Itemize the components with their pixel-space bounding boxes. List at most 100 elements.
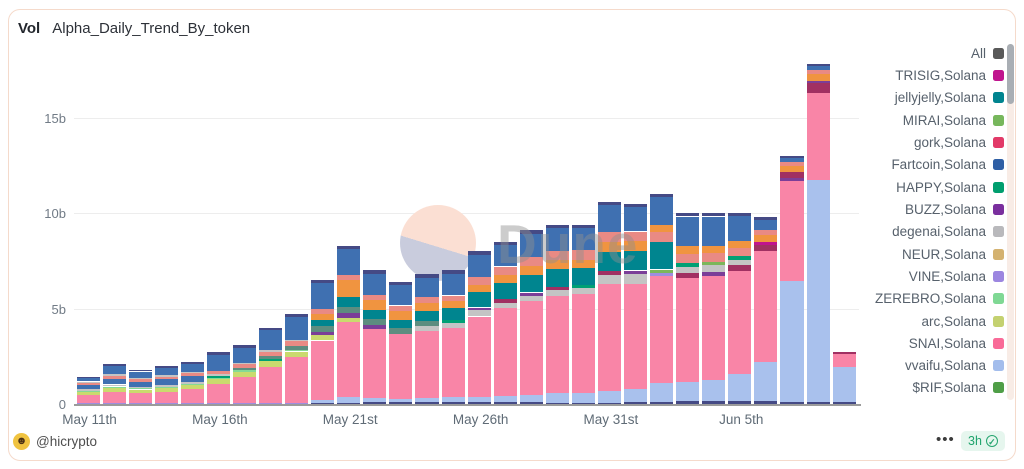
legend-item-arc[interactable]: arc,Solana — [804, 310, 1004, 332]
bar-segment-navy — [650, 402, 674, 404]
bar-segment-navy — [311, 280, 335, 284]
legend-item-fartcoin[interactable]: Fartcoin,Solana — [804, 154, 1004, 176]
legend-item-zerebro[interactable]: ZEREBRO,Solana — [804, 288, 1004, 310]
bar-segment-gray — [154, 385, 178, 387]
bar-segment-snai — [806, 93, 830, 181]
bar-may-16[interactable] — [206, 352, 230, 404]
bar-jun-3[interactable] — [676, 213, 700, 404]
bar-segment-snai — [702, 276, 726, 381]
legend-item-jellyjelly[interactable]: jellyjelly,Solana — [804, 87, 1004, 109]
legend-item-neur[interactable]: NEUR,Solana — [804, 243, 1004, 265]
bar-segment-vvaifu — [624, 389, 648, 403]
bar-segment-navy — [650, 193, 674, 198]
legend-item-vine[interactable]: VINE,Solana — [804, 265, 1004, 287]
bar-segment-arc — [102, 387, 126, 392]
bar-segment-maroon — [806, 83, 830, 94]
bar-may-14[interactable] — [154, 365, 178, 404]
bar-may-13[interactable] — [128, 369, 152, 404]
updated-badge[interactable]: 3h ✓ — [961, 431, 1005, 451]
bar-may-15[interactable] — [180, 362, 204, 404]
legend-item-all[interactable]: All — [804, 42, 1004, 64]
bar-segment-salmon — [76, 382, 100, 385]
bar-segment-snai — [467, 316, 491, 397]
bar-segment-vvaifu — [441, 396, 465, 403]
legend-label: BUZZ,Solana — [904, 201, 986, 217]
bar-may-28[interactable] — [519, 230, 543, 404]
bar-may-18[interactable] — [259, 327, 283, 404]
legend-label: NEUR,Solana — [901, 246, 986, 262]
bar-segment-vine — [128, 403, 152, 404]
bar-segment-buzz — [702, 271, 726, 276]
bar-jun-7[interactable] — [780, 155, 804, 404]
bar-may-21[interactable] — [337, 245, 361, 404]
bar-may-27[interactable] — [493, 241, 517, 404]
bar-segment-salmon — [285, 341, 309, 347]
bar-segment-fartcoin — [702, 216, 726, 246]
avatar: ☻ — [13, 433, 30, 450]
legend-label: Fartcoin,Solana — [891, 157, 986, 173]
bar-may-22[interactable] — [363, 270, 387, 404]
legend-item-vvaifu[interactable]: vvaifu,Solana — [804, 355, 1004, 377]
dune-watermark-text: Dune — [497, 213, 639, 275]
bar-segment-navy — [545, 224, 569, 228]
bar-may-23[interactable] — [389, 281, 413, 404]
bar-segment-jellyjelly — [311, 319, 335, 327]
bar-segment-orange — [337, 280, 361, 298]
bar-segment-fartcoin — [441, 273, 465, 296]
bar-may-31[interactable] — [597, 201, 622, 404]
bar-segment-jellyjelly — [545, 268, 569, 287]
bar-may-25[interactable] — [441, 270, 465, 404]
bar-jun-4[interactable] — [702, 213, 726, 404]
bar-jun-5[interactable] — [728, 213, 752, 404]
legend-label: All — [970, 45, 986, 61]
bar-segment-salmon — [232, 364, 257, 369]
bar-segment-fartcoin — [180, 376, 204, 382]
bar-may-24[interactable] — [415, 274, 439, 404]
bar-segment-snai — [311, 340, 335, 400]
legend-item-degenai[interactable]: degenai,Solana — [804, 221, 1004, 243]
bar-may-26[interactable] — [467, 251, 491, 404]
bar-segment-gray — [415, 326, 439, 331]
bar-segment-snai — [389, 333, 413, 399]
bar-segment-salmon — [467, 277, 491, 285]
bar-may-17[interactable] — [232, 344, 257, 404]
legend-label: gork,Solana — [913, 134, 986, 150]
bar-segment-jellyjelly — [519, 275, 543, 293]
bar-segment-vvaifu — [493, 395, 517, 403]
legend-item-buzz[interactable]: BUZZ,Solana — [804, 198, 1004, 220]
legend-swatch — [993, 382, 1004, 394]
legend-label: SNAI,Solana — [908, 335, 986, 351]
legend-scrollbar-thumb[interactable] — [1007, 44, 1014, 104]
bar-segment-gray — [206, 374, 230, 377]
legend-item-gork[interactable]: gork,Solana — [804, 131, 1004, 153]
bar-segment-orange — [311, 314, 335, 320]
bar-jun-9[interactable] — [832, 352, 856, 404]
bar-segment-vine — [232, 402, 257, 404]
legend-scrollbar[interactable] — [1007, 44, 1014, 400]
bar-may-11[interactable] — [76, 377, 100, 404]
bar-segment-salmon — [519, 256, 543, 267]
bar-jun-8[interactable] — [806, 64, 830, 404]
bar-segment-navy — [259, 327, 283, 331]
legend-swatch — [993, 337, 1004, 349]
bar-may-12[interactable] — [102, 363, 126, 404]
bar-may-19[interactable] — [285, 314, 309, 404]
legend-item-snai[interactable]: SNAI,Solana — [804, 332, 1004, 354]
legend-item-rif[interactable]: $RIF,Solana — [804, 377, 1004, 399]
bar-jun-6[interactable] — [754, 216, 778, 404]
bar-segment-snai — [180, 389, 204, 403]
legend-item-mirai[interactable]: MIRAI,Solana — [804, 109, 1004, 131]
bar-jun-1[interactable] — [624, 203, 648, 404]
more-menu-button[interactable]: ••• — [936, 431, 955, 448]
legend-item-trisig[interactable]: TRISIG,Solana — [804, 64, 1004, 86]
bar-segment-gray — [154, 375, 178, 377]
bar-jun-2[interactable] — [650, 193, 674, 404]
bar-segment-jellyjelly — [571, 268, 595, 285]
bar-may-30[interactable] — [571, 224, 595, 404]
bar-may-20[interactable] — [311, 280, 335, 405]
bar-may-29[interactable] — [545, 224, 569, 404]
bar-segment-zerebro — [180, 383, 204, 386]
legend-item-happy[interactable]: HAPPY,Solana — [804, 176, 1004, 198]
bar-segment-navy — [311, 402, 335, 405]
author-handle[interactable]: @hicrypto — [36, 434, 97, 449]
